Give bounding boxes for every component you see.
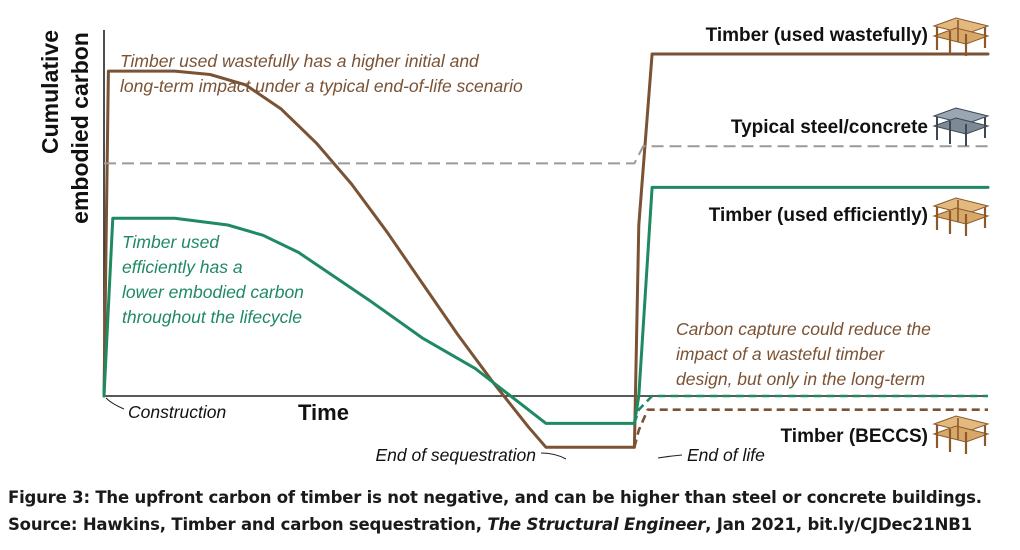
x-axis-label: Time (298, 400, 349, 425)
series-line-3 (102, 185, 990, 425)
caption-source: Source: Hawkins, Timber and carbon seque… (8, 511, 1013, 538)
caption-journal: The Structural Engineer (487, 515, 706, 534)
series-line-5 (633, 408, 988, 448)
annotation-construction: Construction (128, 402, 226, 422)
annotation-efficient-line2: efficiently has a (122, 257, 243, 277)
annotation-end-of-life: End of life (687, 445, 765, 465)
series-line-1 (102, 52, 990, 449)
y-axis-label-line2: embodied carbon (67, 32, 93, 224)
caption-source-prefix: Source: Hawkins, Timber and carbon seque… (8, 515, 488, 534)
timber-building-icon (932, 414, 990, 456)
caption-source-suffix: , Jan 2021, bit.ly/CJDec21NB1 (705, 515, 972, 534)
annotation-wasteful-line2: long-term impact under a typical end-of-… (120, 76, 523, 96)
caption-title: Figure 3: The upfront carbon of timber i… (8, 488, 982, 507)
annotation-wasteful-line1: Timber used wastefully has a higher init… (120, 51, 480, 71)
annotation-efficient-line1: Timber used (122, 232, 220, 252)
annotation-efficient-line3: lower embodied carbon (122, 282, 304, 302)
y-axis-label-line1: Cumulative (37, 30, 63, 154)
series-layer (102, 52, 990, 449)
annotation-capture-line3: design, but only in the long-term (676, 369, 925, 389)
label-steel-concrete: Typical steel/concrete (731, 117, 928, 138)
annotation-end-sequestration: End of sequestration (375, 445, 536, 465)
annotation-efficient-line4: throughout the lifecycle (122, 307, 302, 327)
end-sequestration-pointer (540, 452, 567, 460)
construction-pointer (105, 397, 125, 410)
label-timber-wasteful: Timber (used wastefully) (706, 25, 928, 46)
series-line-4 (633, 394, 988, 424)
end-of-life-pointer (657, 454, 683, 459)
series-line-2 (104, 145, 988, 165)
label-timber-beccs: Timber (BECCS) (781, 426, 928, 447)
label-timber-efficient: Timber (used efficiently) (709, 205, 928, 226)
timber-building-icon (932, 196, 990, 238)
timber-building-icon (932, 16, 990, 58)
steel-building-icon (933, 107, 989, 147)
annotation-capture-line2: impact of a wasteful timber (676, 344, 885, 364)
figure-caption: Figure 3: The upfront carbon of timber i… (8, 484, 1013, 538)
annotation-capture-line1: Carbon capture could reduce the (676, 319, 931, 339)
